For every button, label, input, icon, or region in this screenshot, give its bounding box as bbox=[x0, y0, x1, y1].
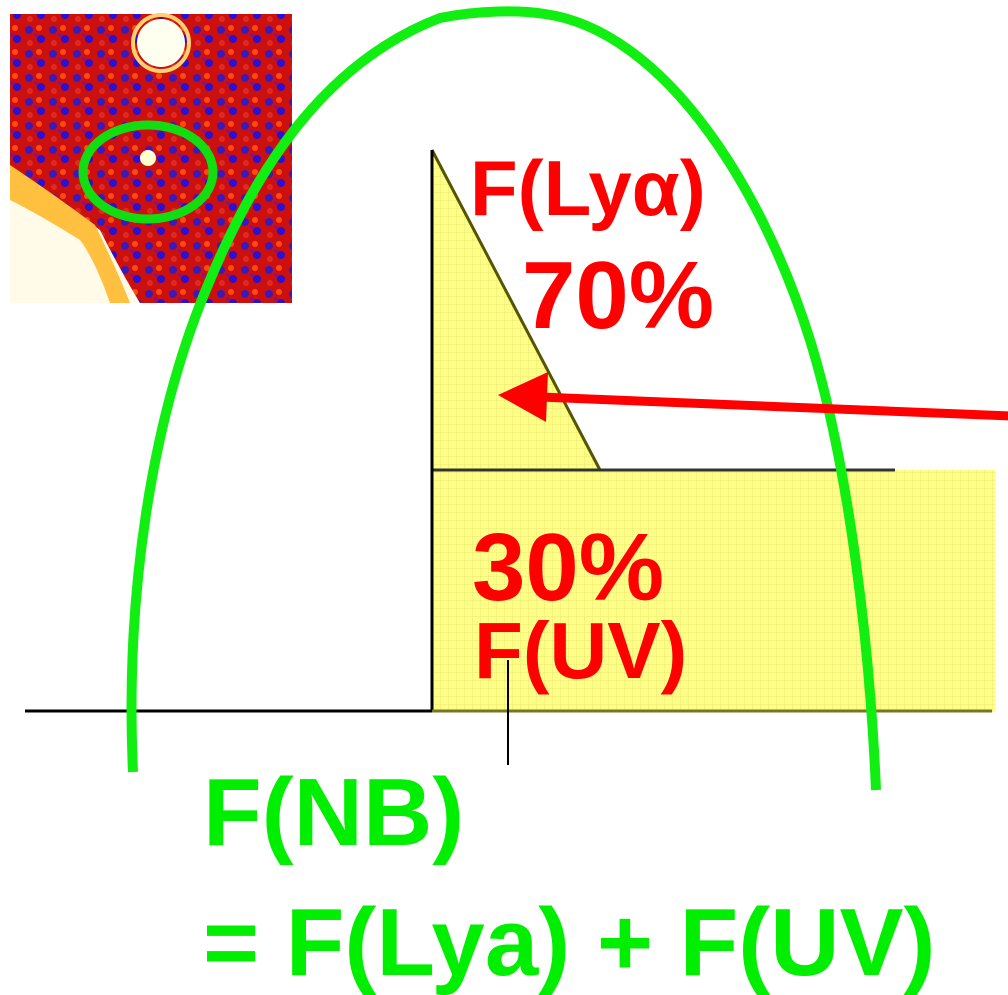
uv-percent: 30% bbox=[472, 514, 664, 621]
page: F(Lyα) 70% 30% F(UV) F(NB) = F(Lya) + F(… bbox=[0, 0, 1008, 995]
lya-percent: 70% bbox=[522, 242, 714, 349]
nb-equation: = F(Lya) + F(UV) bbox=[203, 889, 936, 995]
uv-label: F(UV) bbox=[474, 606, 687, 695]
nb-label: F(NB) bbox=[203, 759, 464, 866]
inset-image bbox=[10, 14, 292, 303]
arrow-shaft bbox=[540, 397, 1008, 416]
lya-label: F(Lyα) bbox=[470, 144, 706, 232]
diagram: F(Lyα) 70% 30% F(UV) F(NB) = F(Lya) + F(… bbox=[0, 0, 1008, 995]
